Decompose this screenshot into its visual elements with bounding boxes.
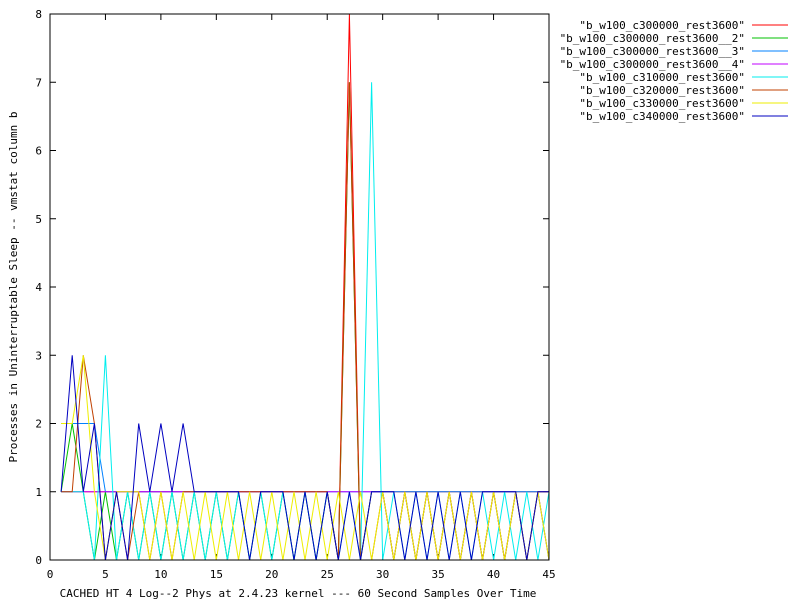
plot-frame	[49, 13, 550, 561]
y-tick-label: 7	[35, 76, 42, 89]
x-tick-label: 25	[321, 568, 334, 581]
x-tick-label: 35	[431, 568, 444, 581]
y-tick-label: 5	[35, 213, 42, 226]
tick-marks	[49, 13, 550, 561]
legend-label: "b_w100_c300000_rest3600__2"	[560, 32, 745, 45]
x-tick-label: 40	[487, 568, 500, 581]
series-lines	[60, 13, 550, 561]
legend-label: "b_w100_c300000_rest3600__3"	[560, 45, 745, 58]
x-tick-labels: 0 5 10 15 20 25 30 35 40 45	[47, 568, 556, 581]
series-line	[60, 82, 550, 561]
y-tick-label: 4	[35, 281, 42, 294]
series-line	[61, 491, 550, 561]
y-axis-title: Processes in Uninterruptable Sleep -- vm…	[7, 112, 20, 463]
x-axis-title: CACHED HT 4 Log--2 Phys at 2.4.23 kernel…	[60, 587, 537, 600]
y-tick-label: 3	[35, 349, 42, 362]
x-tick-label: 5	[102, 568, 109, 581]
legend-label: "b_w100_c310000_rest3600"	[579, 71, 745, 84]
series-line	[61, 82, 550, 561]
y-tick-labels: 0 1 2 3 4 5 6 7 8	[35, 8, 42, 567]
y-tick-label: 0	[35, 554, 42, 567]
legend-label: "b_w100_c300000_rest3600__4"	[560, 58, 745, 71]
y-tick-label: 8	[35, 8, 42, 21]
series-line	[61, 355, 550, 561]
x-tick-label: 30	[376, 568, 389, 581]
legend-label: "b_w100_c320000_rest3600"	[579, 84, 745, 97]
x-tick-label: 0	[47, 568, 54, 581]
y-tick-label: 6	[35, 145, 42, 158]
legend-label: "b_w100_c330000_rest3600"	[579, 97, 745, 110]
x-tick-label: 10	[154, 568, 167, 581]
legend-label: "b_w100_c340000_rest3600"	[579, 110, 745, 123]
y-tick-label: 2	[35, 418, 42, 431]
x-tick-label: 15	[210, 568, 223, 581]
x-tick-label: 20	[265, 568, 278, 581]
x-tick-label: 45	[542, 568, 555, 581]
series-line	[61, 82, 549, 561]
y-tick-label: 1	[35, 486, 42, 499]
legend: "b_w100_c300000_rest3600""b_w100_c300000…	[560, 19, 788, 123]
legend-label: "b_w100_c300000_rest3600"	[579, 19, 745, 32]
series-line	[60, 355, 549, 561]
